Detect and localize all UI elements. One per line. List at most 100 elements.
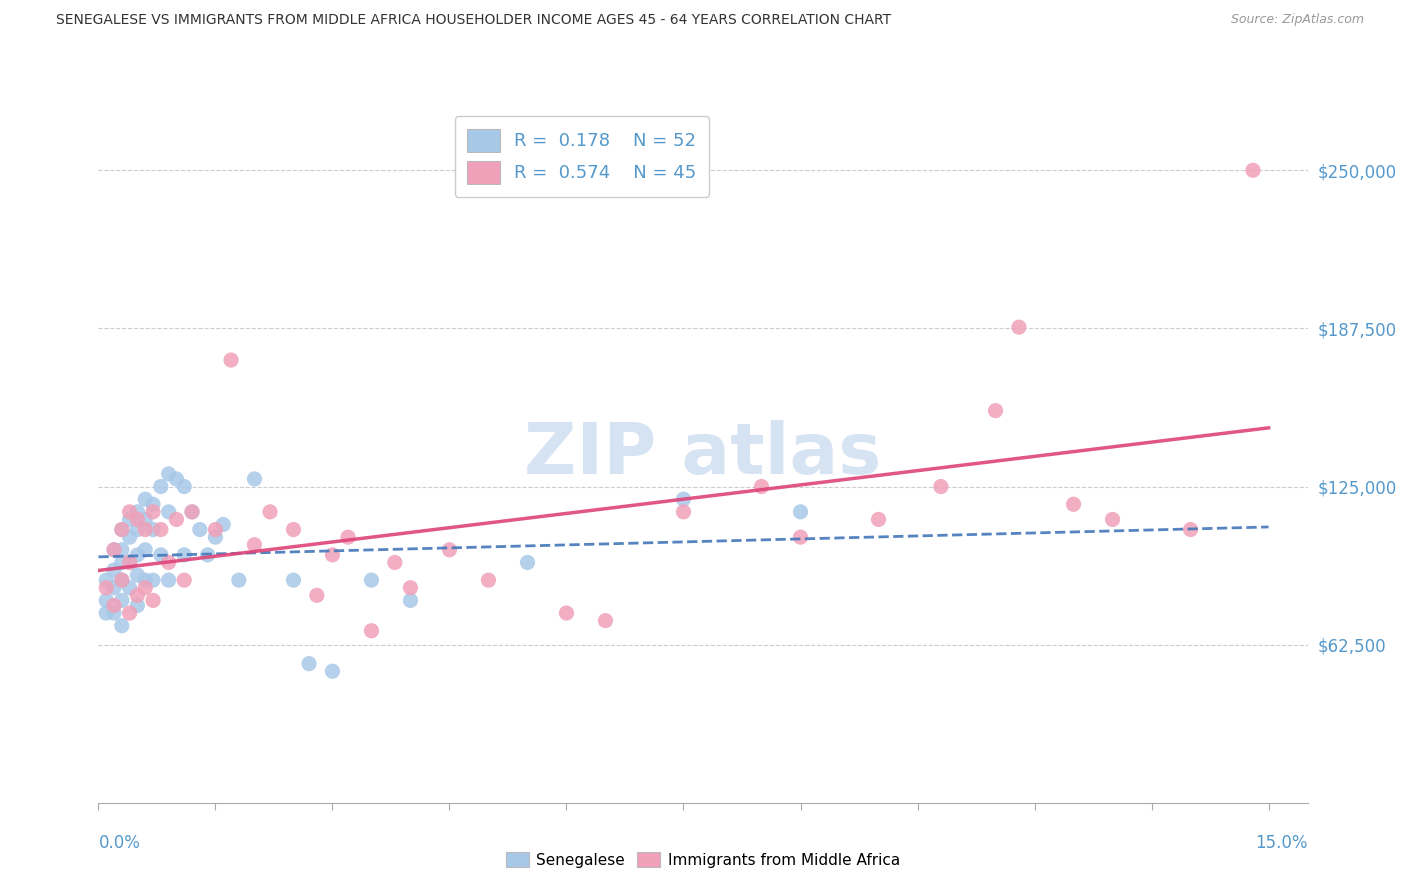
Point — [173, 548, 195, 562]
Point — [672, 505, 695, 519]
Point — [157, 467, 180, 481]
Point — [111, 556, 134, 570]
Point — [134, 581, 156, 595]
Point — [134, 573, 156, 587]
Point — [111, 573, 134, 587]
Point — [96, 593, 118, 607]
Point — [1063, 497, 1085, 511]
Point — [360, 573, 382, 587]
Point — [157, 556, 180, 570]
Text: ZIP atlas: ZIP atlas — [524, 420, 882, 490]
Point — [111, 593, 134, 607]
Legend: Senegalese, Immigrants from Middle Africa: Senegalese, Immigrants from Middle Afric… — [498, 844, 908, 875]
Point — [118, 512, 141, 526]
Point — [321, 665, 343, 679]
Point — [118, 505, 141, 519]
Point — [118, 556, 141, 570]
Point — [96, 581, 118, 595]
Point — [188, 523, 211, 537]
Point — [96, 606, 118, 620]
Point — [555, 606, 578, 620]
Point — [157, 505, 180, 519]
Point — [789, 505, 811, 519]
Point — [142, 497, 165, 511]
Point — [259, 505, 281, 519]
Point — [127, 588, 149, 602]
Point — [142, 573, 165, 587]
Point — [142, 523, 165, 537]
Point — [337, 530, 360, 544]
Point — [149, 548, 172, 562]
Point — [595, 614, 617, 628]
Point — [399, 581, 422, 595]
Point — [219, 353, 242, 368]
Point — [103, 542, 125, 557]
Point — [984, 403, 1007, 417]
Point — [298, 657, 321, 671]
Point — [439, 542, 461, 557]
Point — [111, 523, 134, 537]
Point — [111, 523, 134, 537]
Point — [789, 530, 811, 544]
Point — [751, 479, 773, 493]
Point — [134, 512, 156, 526]
Point — [111, 573, 134, 587]
Point — [283, 523, 305, 537]
Point — [305, 588, 328, 602]
Point — [204, 530, 226, 544]
Text: 0.0%: 0.0% — [98, 834, 141, 852]
Point — [929, 479, 952, 493]
Point — [96, 573, 118, 587]
Text: SENEGALESE VS IMMIGRANTS FROM MIDDLE AFRICA HOUSEHOLDER INCOME AGES 45 - 64 YEAR: SENEGALESE VS IMMIGRANTS FROM MIDDLE AFR… — [56, 13, 891, 28]
Point — [127, 512, 149, 526]
Point — [127, 599, 149, 613]
Point — [384, 556, 406, 570]
Point — [197, 548, 219, 562]
Point — [204, 523, 226, 537]
Point — [157, 573, 180, 587]
Point — [134, 492, 156, 507]
Point — [1180, 523, 1202, 537]
Point — [103, 563, 125, 577]
Point — [134, 542, 156, 557]
Point — [399, 593, 422, 607]
Point — [134, 523, 156, 537]
Point — [127, 523, 149, 537]
Point — [118, 556, 141, 570]
Point — [111, 542, 134, 557]
Point — [118, 606, 141, 620]
Point — [321, 548, 343, 562]
Point — [1008, 320, 1031, 334]
Legend: R =  0.178    N = 52, R =  0.574    N = 45: R = 0.178 N = 52, R = 0.574 N = 45 — [456, 116, 709, 197]
Point — [243, 538, 266, 552]
Point — [127, 568, 149, 582]
Point — [477, 573, 499, 587]
Point — [103, 606, 125, 620]
Point — [212, 517, 235, 532]
Point — [228, 573, 250, 587]
Point — [1241, 163, 1264, 178]
Point — [149, 523, 172, 537]
Point — [181, 505, 204, 519]
Point — [118, 581, 141, 595]
Point — [165, 512, 187, 526]
Text: Source: ZipAtlas.com: Source: ZipAtlas.com — [1230, 13, 1364, 27]
Text: 15.0%: 15.0% — [1256, 834, 1308, 852]
Point — [243, 472, 266, 486]
Point — [165, 472, 187, 486]
Point — [672, 492, 695, 507]
Point — [103, 581, 125, 595]
Point — [516, 556, 538, 570]
Point — [283, 573, 305, 587]
Point — [173, 573, 195, 587]
Point — [127, 505, 149, 519]
Point — [142, 593, 165, 607]
Point — [181, 505, 204, 519]
Point — [1101, 512, 1123, 526]
Point — [173, 479, 195, 493]
Point — [111, 618, 134, 632]
Point — [118, 530, 141, 544]
Point — [127, 548, 149, 562]
Point — [868, 512, 890, 526]
Point — [149, 479, 172, 493]
